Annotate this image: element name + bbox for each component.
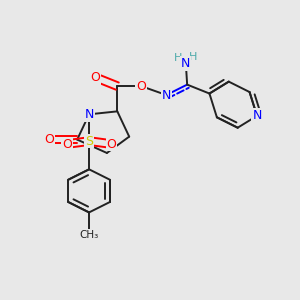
Text: O: O	[106, 138, 116, 151]
Text: O: O	[44, 133, 54, 146]
Text: O: O	[62, 138, 72, 151]
Text: N: N	[84, 108, 94, 121]
Text: N: N	[181, 57, 190, 70]
Text: O: O	[136, 80, 146, 93]
Text: H: H	[189, 52, 197, 62]
Text: N: N	[162, 88, 171, 101]
Text: N: N	[252, 109, 262, 122]
Text: S: S	[85, 135, 93, 148]
Text: CH₃: CH₃	[80, 230, 99, 240]
Text: O: O	[90, 71, 100, 84]
Text: H: H	[174, 53, 182, 64]
